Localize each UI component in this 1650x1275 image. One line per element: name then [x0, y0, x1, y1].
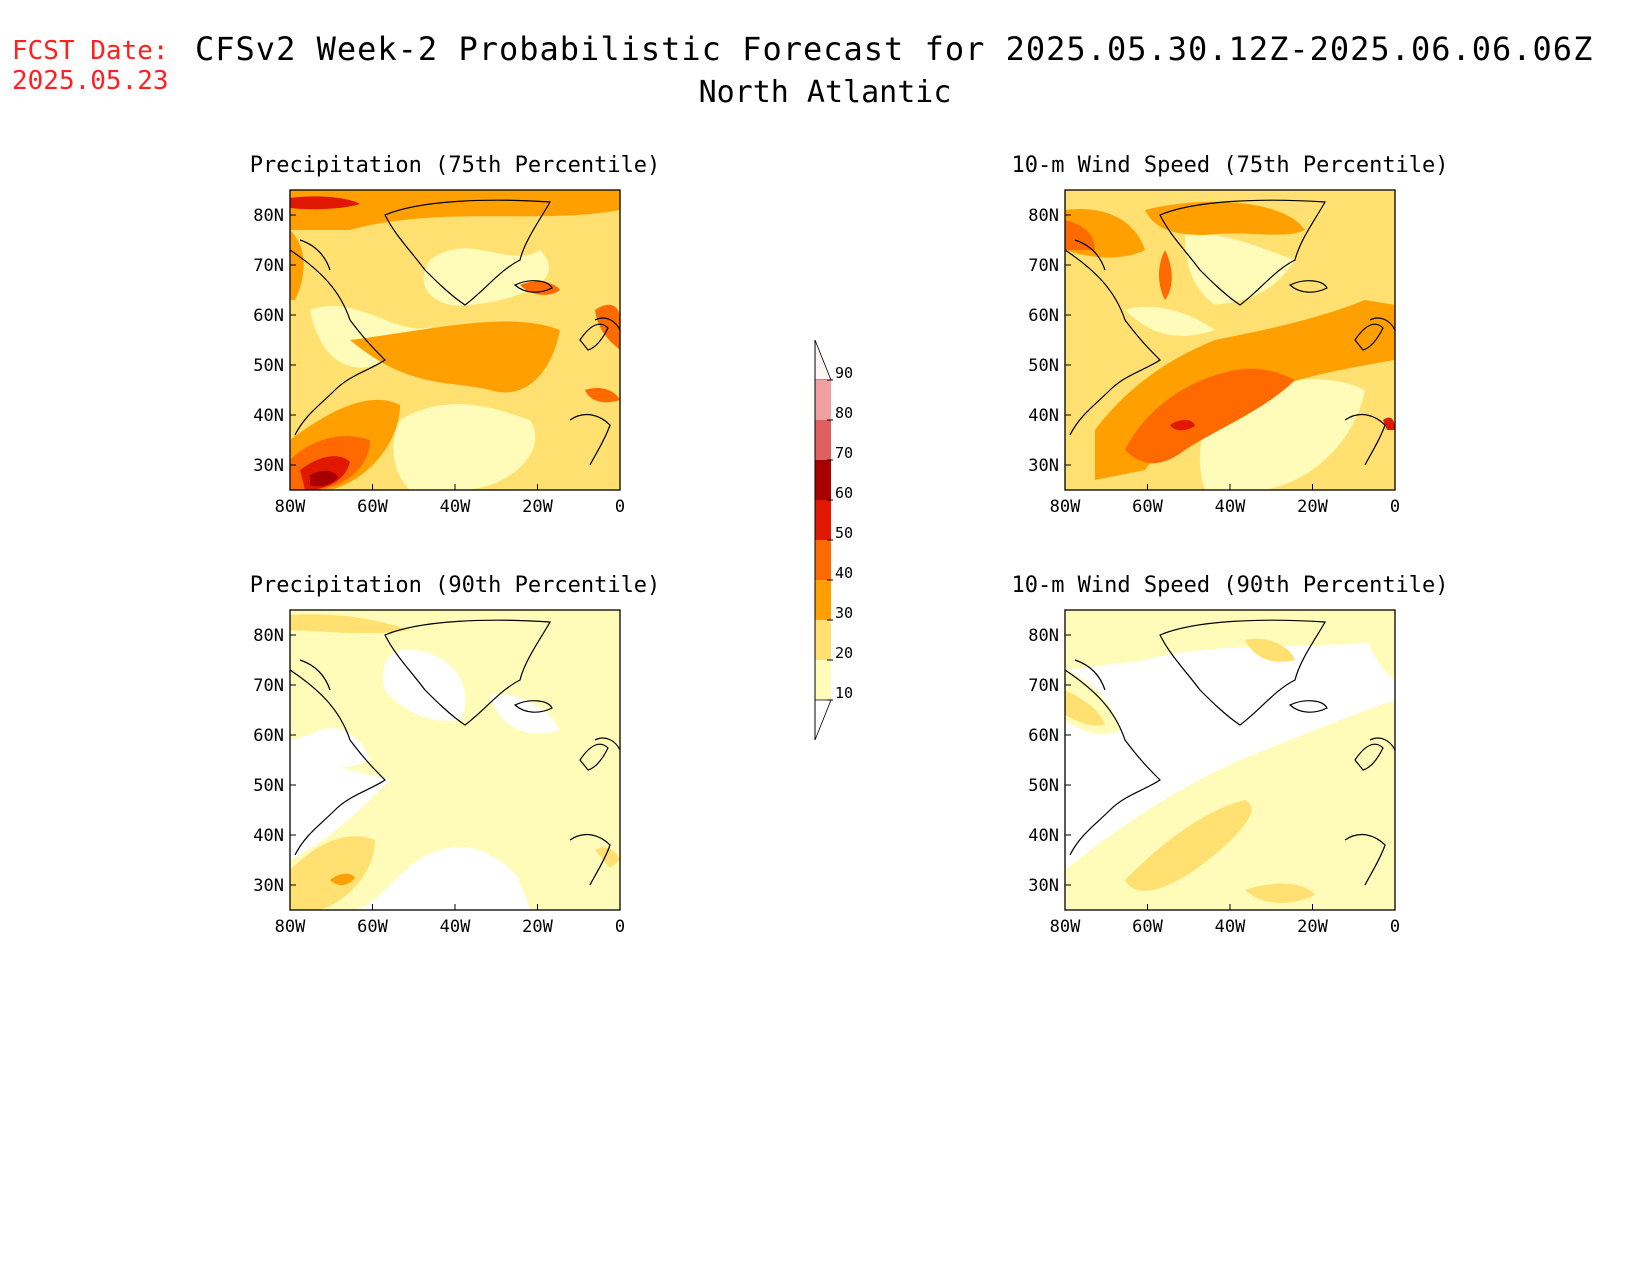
lon-tick-label: 40W — [440, 917, 471, 937]
forecast-date-label: FCST Date: — [12, 36, 169, 66]
lat-tick-label: 60N — [1028, 726, 1059, 746]
colorbar-segment — [815, 420, 831, 460]
colorbar-segment — [815, 660, 831, 700]
precip90-lon-axis: 80W 60W 40W 20W 0 — [275, 904, 625, 937]
wind75-coastlines — [1064, 199, 1396, 466]
lat-tick-label: 70N — [1028, 676, 1059, 696]
colorbar-segment — [815, 460, 831, 500]
colorbar-segment — [815, 380, 831, 420]
lat-tick-label: 70N — [253, 676, 284, 696]
precip75-lat-axis: 80N 70N 60N 50N 40N 30N — [253, 206, 296, 476]
lon-tick-label: 80W — [1050, 497, 1081, 517]
panel-wind90: 10-m Wind Speed (90th Percentile) 80N 70N… — [1011, 573, 1448, 937]
wind75-map — [1065, 190, 1395, 490]
lat-tick-label: 70N — [253, 256, 284, 276]
lon-tick-label: 40W — [440, 497, 471, 517]
colorbar-label: 90 — [835, 364, 853, 382]
lat-tick-label: 50N — [253, 356, 284, 376]
forecast-date-value: 2025.05.23 — [12, 66, 169, 96]
panel-title-precip90: Precipitation (90th Percentile) — [250, 573, 661, 598]
colorbar-label: 50 — [835, 524, 853, 542]
forecast-date-block: FCST Date: 2025.05.23 — [12, 36, 169, 96]
lat-tick-label: 40N — [1028, 826, 1059, 846]
lon-tick-label: 60W — [1132, 497, 1163, 517]
lon-tick-label: 0 — [1390, 497, 1400, 517]
colorbar-top-cap — [814, 339, 832, 381]
lat-tick-label: 40N — [253, 406, 284, 426]
lon-tick-label: 60W — [1132, 917, 1163, 937]
main-title: CFSv2 Week-2 Probabilistic Forecast for … — [195, 30, 1594, 68]
colorbar-label: 10 — [835, 684, 853, 702]
lat-tick-label: 80N — [253, 626, 284, 646]
panel-title-wind75: 10-m Wind Speed (75th Percentile) — [1011, 153, 1448, 178]
lon-tick-label: 20W — [1297, 917, 1328, 937]
panel-precip75: Precipitation (75th Percentile) — [250, 153, 661, 517]
lat-tick-label: 30N — [1028, 456, 1059, 476]
wind90-lat-axis: 80N 70N 60N 50N 40N 30N — [1028, 626, 1071, 896]
wind75-lat-axis: 80N 70N 60N 50N 40N 30N — [1028, 206, 1071, 476]
lat-tick-label: 70N — [1028, 256, 1059, 276]
panel-precip90: Precipitation (90th Percentile) 80N 70N 60… — [250, 573, 661, 937]
colorbar-label: 60 — [835, 484, 853, 502]
precip75-map — [290, 190, 620, 490]
lon-tick-label: 80W — [1050, 917, 1081, 937]
colorbar-segment — [815, 540, 831, 580]
lon-tick-label: 60W — [357, 917, 388, 937]
lat-tick-label: 80N — [253, 206, 284, 226]
wind75-lon-axis: 80W 60W 40W 20W 0 — [1050, 484, 1400, 517]
lat-tick-label: 50N — [1028, 356, 1059, 376]
lon-tick-label: 60W — [357, 497, 388, 517]
precip90-map — [290, 610, 620, 910]
colorbar-label: 20 — [835, 644, 853, 662]
precip90-lat-axis: 80N 70N 60N 50N 40N 30N — [253, 626, 296, 896]
lat-tick-label: 30N — [253, 876, 284, 896]
colorbar-segment — [815, 620, 831, 660]
lon-tick-label: 80W — [275, 917, 306, 937]
colorbar-segment — [815, 500, 831, 540]
lat-tick-label: 40N — [253, 826, 284, 846]
lat-tick-label: 60N — [253, 306, 284, 326]
lon-tick-label: 80W — [275, 497, 306, 517]
lon-tick-label: 20W — [1297, 497, 1328, 517]
region-title: North Atlantic — [698, 75, 952, 110]
colorbar-label: 30 — [835, 604, 853, 622]
colorbar-bottom-cap — [814, 699, 832, 741]
precip90-coastlines — [289, 619, 621, 886]
wind90-lon-axis: 80W 60W 40W 20W 0 — [1050, 904, 1400, 937]
panel-wind75: 10-m Wind Speed (75th Percentile) — [1011, 153, 1448, 517]
colorbar-label: 80 — [835, 404, 853, 422]
panel-title-precip75: Precipitation (75th Percentile) — [250, 153, 661, 178]
panel-title-wind90: 10-m Wind Speed (90th Percentile) — [1011, 573, 1448, 598]
lat-tick-label: 80N — [1028, 206, 1059, 226]
lat-tick-label: 50N — [253, 776, 284, 796]
wind90-coastlines — [1064, 619, 1396, 886]
lon-tick-label: 20W — [522, 917, 553, 937]
lat-tick-label: 60N — [253, 726, 284, 746]
colorbar-segment — [815, 580, 831, 620]
lat-tick-label: 30N — [1028, 876, 1059, 896]
lon-tick-label: 20W — [522, 497, 553, 517]
lon-tick-label: 40W — [1215, 497, 1246, 517]
lat-tick-label: 40N — [1028, 406, 1059, 426]
lat-tick-label: 80N — [1028, 626, 1059, 646]
lon-tick-label: 0 — [1390, 917, 1400, 937]
wind90-map — [1065, 610, 1395, 910]
lat-tick-label: 50N — [1028, 776, 1059, 796]
lat-tick-label: 60N — [1028, 306, 1059, 326]
precip75-coastlines — [289, 199, 621, 466]
colorbar: 90 80 70 60 50 40 30 20 10 — [814, 339, 853, 741]
colorbar-label: 40 — [835, 564, 853, 582]
lat-tick-label: 30N — [253, 456, 284, 476]
lon-tick-label: 0 — [615, 917, 625, 937]
colorbar-label: 70 — [835, 444, 853, 462]
lon-tick-label: 40W — [1215, 917, 1246, 937]
precip75-lon-axis: 80W 60W 40W 20W 0 — [275, 484, 625, 517]
lon-tick-label: 0 — [615, 497, 625, 517]
